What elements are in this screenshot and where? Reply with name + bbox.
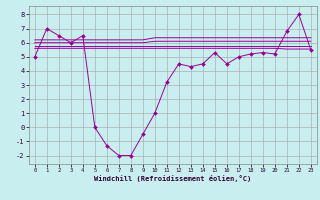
X-axis label: Windchill (Refroidissement éolien,°C): Windchill (Refroidissement éolien,°C): [94, 175, 252, 182]
